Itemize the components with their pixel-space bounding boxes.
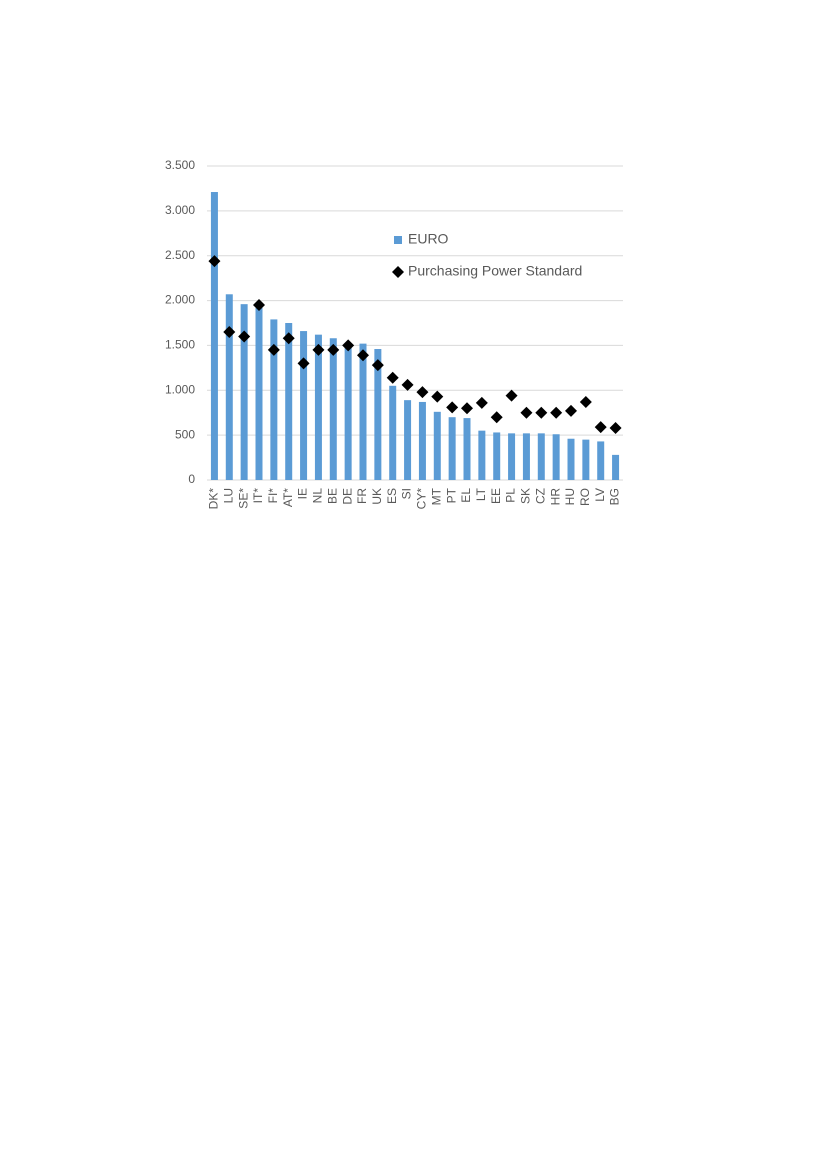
bar: [478, 430, 486, 480]
x-tick-label: RO: [578, 488, 592, 506]
diamond-marker: [565, 404, 577, 417]
x-tick-label: FI*: [266, 488, 280, 504]
x-tick-label: HR: [548, 488, 562, 506]
bar: [508, 433, 516, 480]
x-tick-label: CY*: [415, 488, 429, 510]
y-tick-label: 1.500: [165, 338, 195, 352]
y-tick-label: 2.000: [165, 293, 195, 307]
diamond-marker: [401, 378, 414, 391]
diamond-marker: [312, 343, 325, 356]
bar: [567, 438, 575, 480]
x-tick-label: CZ: [533, 488, 547, 504]
bar: [285, 323, 293, 480]
bar: [359, 343, 367, 480]
diamond-marker: [253, 299, 265, 312]
bar: [389, 385, 397, 480]
x-tick-label: BE: [325, 488, 339, 504]
bar: [552, 434, 560, 480]
bar: [404, 400, 412, 480]
x-tick-label: DE: [340, 488, 354, 505]
y-tick-label: 3.500: [165, 158, 195, 172]
diamond-marker: [416, 386, 429, 399]
legend-swatch: [394, 236, 402, 244]
diamond-marker: [431, 390, 444, 403]
diamond-marker: [594, 421, 607, 434]
bar: [225, 294, 233, 480]
diamond-marker: [579, 395, 592, 408]
diamond-marker: [490, 411, 503, 424]
bar: [240, 304, 248, 480]
legend-label: EURO: [408, 231, 449, 247]
bar: [314, 334, 322, 480]
diamond-marker: [297, 357, 310, 370]
y-tick-label: 3.000: [165, 203, 195, 217]
bar: [433, 411, 441, 480]
x-tick-label: IT*: [251, 488, 265, 504]
x-tick-label: SE*: [236, 488, 250, 509]
x-tick-label: MT: [429, 487, 443, 505]
diamond-marker: [505, 389, 518, 402]
diamond-marker: [446, 401, 459, 414]
x-tick-label: LT: [474, 487, 488, 501]
bar: [597, 441, 605, 480]
diamond-marker: [461, 402, 473, 415]
bar: [448, 417, 456, 480]
x-tick-label: HU: [563, 488, 577, 505]
bar: [582, 439, 590, 480]
x-tick-label: LV: [593, 488, 607, 502]
x-tick-label: LU: [221, 488, 235, 503]
bar: [522, 433, 530, 480]
bar: [418, 401, 426, 480]
diamond-marker: [208, 255, 221, 268]
legend-swatch: [392, 266, 404, 278]
y-tick-label: 2.500: [165, 248, 195, 262]
diamond-marker: [238, 330, 251, 343]
x-tick-label: SK: [519, 488, 533, 504]
bar: [344, 345, 352, 480]
x-tick-label: PT: [444, 487, 458, 503]
bar: [537, 433, 545, 480]
x-tick-label: EL: [459, 488, 473, 503]
diamond-marker: [267, 343, 280, 356]
bar: [493, 432, 501, 480]
diamond-marker: [371, 359, 384, 372]
legend-label: Purchasing Power Standard: [408, 263, 582, 279]
y-tick-label: 1.000: [165, 382, 195, 396]
diamond-marker: [357, 349, 369, 362]
x-tick-label: UK: [370, 488, 384, 505]
diamond-marker: [550, 406, 563, 419]
bar: [270, 319, 278, 480]
bar: [255, 307, 263, 480]
bar: [463, 418, 471, 480]
bar: [612, 454, 620, 480]
bar: [329, 338, 337, 480]
x-tick-label: SI: [400, 488, 414, 499]
x-tick-label: FR: [355, 488, 369, 504]
x-tick-label: PL: [504, 488, 518, 503]
x-tick-label: IE: [296, 488, 310, 499]
diamond-marker: [520, 406, 533, 419]
x-tick-label: BG: [608, 488, 622, 505]
bar: [210, 192, 218, 480]
diamond-marker: [609, 421, 622, 434]
diamond-marker: [282, 332, 295, 345]
x-tick-label: AT*: [281, 488, 295, 507]
y-tick-label: 0: [188, 472, 195, 486]
bar: [300, 331, 308, 480]
diamond-marker: [535, 406, 548, 419]
bar: [374, 349, 382, 480]
diamond-marker: [327, 343, 340, 356]
diamond-marker: [342, 339, 355, 352]
y-tick-label: 500: [175, 427, 195, 441]
x-tick-label: EE: [489, 488, 503, 504]
diamond-marker: [475, 396, 488, 409]
x-tick-label: DK*: [207, 488, 221, 510]
diamond-marker: [223, 325, 236, 338]
diamond-marker: [386, 371, 399, 384]
x-tick-label: NL: [311, 488, 325, 504]
x-tick-label: ES: [385, 488, 399, 504]
